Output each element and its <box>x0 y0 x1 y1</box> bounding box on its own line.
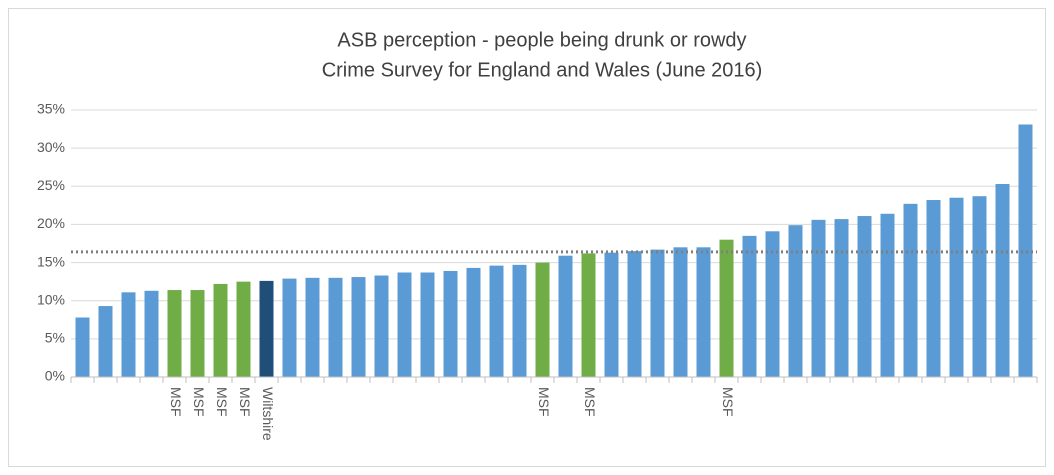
y-tick-label: 0% <box>45 368 65 384</box>
bar <box>374 275 389 377</box>
y-tick-label: 15% <box>37 253 65 269</box>
bar <box>75 317 90 377</box>
bar <box>995 183 1010 377</box>
bar <box>213 283 228 377</box>
bar <box>811 219 826 377</box>
x-tick-label: MSF <box>536 387 552 417</box>
chart-subtitle: Crime Survey for England and Wales (June… <box>322 59 763 81</box>
bar <box>420 272 435 377</box>
y-tick-label: 10% <box>37 291 65 307</box>
bar <box>466 267 481 377</box>
bar <box>236 281 251 377</box>
bar <box>834 219 849 377</box>
x-tick-label: Wiltshire <box>260 387 276 441</box>
x-tick-label: MSF <box>237 387 253 417</box>
bar <box>397 272 412 377</box>
bar <box>903 203 918 377</box>
bar <box>535 262 550 377</box>
bar <box>650 249 665 377</box>
bar <box>673 247 688 377</box>
x-tick-label: MSF <box>214 387 230 417</box>
bar <box>305 277 320 377</box>
bar <box>926 200 941 377</box>
bar <box>351 277 366 377</box>
bar <box>972 196 987 377</box>
bar <box>696 247 711 377</box>
y-tick-label: 5% <box>45 330 65 346</box>
bar <box>788 225 803 377</box>
bar <box>190 290 205 377</box>
chart-title: ASB perception - people being drunk or r… <box>337 29 746 51</box>
y-tick-label: 25% <box>37 177 65 193</box>
bar <box>949 197 964 377</box>
chart-border <box>8 8 1046 467</box>
y-tick-label: 35% <box>37 101 65 117</box>
bar <box>742 235 757 377</box>
bar <box>443 270 458 377</box>
bar <box>144 290 159 377</box>
y-tick-label: 20% <box>37 215 65 231</box>
bar <box>282 278 297 377</box>
bar <box>489 265 504 377</box>
bar <box>765 231 780 377</box>
bar <box>719 239 734 377</box>
bar <box>259 280 274 377</box>
bar <box>512 264 527 377</box>
bar <box>857 216 872 377</box>
bar <box>121 292 136 377</box>
x-tick-label: MSF <box>720 387 736 417</box>
x-tick-label: MSF <box>168 387 184 417</box>
bar <box>581 253 596 377</box>
bar <box>604 252 619 377</box>
bar <box>627 251 642 377</box>
bar <box>98 306 113 377</box>
x-tick-label: MSF <box>191 387 207 417</box>
x-tick-label: MSF <box>582 387 598 417</box>
bar <box>167 290 182 377</box>
bar <box>558 255 573 377</box>
bar <box>328 277 343 377</box>
y-tick-label: 30% <box>37 139 65 155</box>
bar <box>1018 124 1033 377</box>
bar <box>880 213 895 377</box>
